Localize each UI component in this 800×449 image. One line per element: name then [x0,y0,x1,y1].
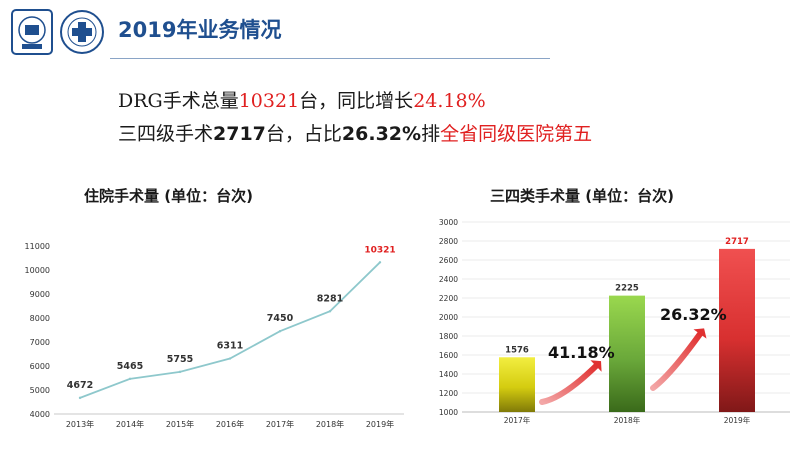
bar-chart-bar [719,248,755,412]
bar-chart-title: 三四类手术量 (单位：台次) [490,187,674,205]
bar-chart-y-tick: 2200 [439,294,458,303]
growth-arrow-2018 [539,363,599,405]
summary-line1-value: 10321 [238,90,300,112]
growth-arrow-2019 [650,331,703,391]
line-chart-x-tick: 2018年 [316,419,344,429]
bar-chart-bar [609,295,645,412]
bar-chart-value-label: 2225 [615,284,639,294]
line-chart-point [128,377,132,381]
line-chart-point [278,330,282,333]
hospital-logo-icon [60,10,104,54]
bar-chart-y-tick: 1600 [439,351,458,360]
bar-chart-annotation: 26.32% [660,305,727,324]
line-chart-value-label: 10321 [364,245,395,255]
bar-chart-value-label: 2717 [725,237,749,247]
bar-chart-value-label: 1576 [505,345,529,355]
bar-chart-y-tick: 1200 [439,389,458,398]
header: 2019年业务情况 [0,0,800,70]
line-chart-value-label: 5465 [117,361,143,372]
bar-chart-y-tick: 3000 [439,218,458,227]
summary-line2-share: 26.32% [341,123,422,145]
summary-line2-value: 2717 [213,123,266,145]
summary-line-1: DRG手术总量10321台，同比增长24.18% [118,86,486,113]
line-chart-value-label: 5755 [167,354,193,365]
bar-chart-bar [499,357,535,412]
summary-line2-rank-a: 排 [421,123,441,145]
line-chart-y-tick: 6000 [30,362,50,371]
line-chart-x-tick: 2013年 [66,419,94,429]
line-chart-y-tick: 4000 [30,410,50,419]
summary-line2-prefix: 三四级手术 [118,123,214,145]
growth-arrow-2019-head [693,328,707,339]
page-title: 2019年业务情况 [118,18,282,42]
line-chart-x-tick: 2017年 [266,419,294,429]
university-emblem-icon [11,9,53,55]
line-chart-x-tick: 2015年 [166,419,194,429]
line-chart-y-tick: 7000 [30,338,50,347]
bar-chart-y-tick: 1000 [439,408,458,417]
summary-line1-growth: 24.18% [413,90,486,112]
line-chart-title: 住院手术量 (单位：台次) [84,187,253,205]
summary-line1-mid: 台，同比增长 [299,90,414,112]
bar-chart-x-tick: 2017年 [504,415,531,425]
bar-chart-y-tick: 2800 [439,237,458,246]
line-chart-x-tick: 2016年 [216,419,244,429]
line-chart-value-label: 7450 [267,313,294,324]
summary-line-2: 三四级手术2717台，占比26.32%排全省同级医院第五 [118,119,592,146]
line-chart-y-tick: 9000 [30,290,50,299]
line-chart-point [378,261,382,264]
bar-chart-y-tick: 1800 [439,332,458,341]
line-chart-x-tick: 2014年 [116,419,144,429]
bar-chart-y-tick: 1400 [439,370,458,379]
bar-chart-y-tick: 2400 [439,275,458,284]
line-chart-y-tick: 11000 [25,242,50,251]
growth-arrow-2018-head [590,360,602,372]
bar-chart-y-tick: 2600 [439,256,458,265]
line-chart-x-tick: 2019年 [366,419,394,429]
line-chart-y-tick: 5000 [30,386,50,395]
bar-chart-y-tick: 2000 [439,313,458,322]
bar-chart-x-tick: 2019年 [724,415,751,425]
line-chart-point [178,370,182,374]
line-chart-y-tick: 8000 [30,314,50,323]
line-chart-point [228,357,232,360]
line-chart-value-label: 6311 [217,341,243,352]
line-chart-y-tick: 10000 [25,266,50,275]
summary-line1-prefix: DRG手术总量 [118,90,239,112]
title-divider [110,58,550,59]
line-chart-value-label: 4672 [67,380,93,391]
summary-line2-rank-b: 全省同级医院第五 [440,123,593,145]
bar-chart-x-tick: 2018年 [614,415,641,425]
bar-chart-annotation: 41.18% [548,343,615,362]
line-chart-point [78,396,82,400]
line-chart-value-label: 8281 [317,293,343,304]
summary-line2-mid: 台，占比 [265,123,342,145]
line-chart-point [328,310,332,313]
